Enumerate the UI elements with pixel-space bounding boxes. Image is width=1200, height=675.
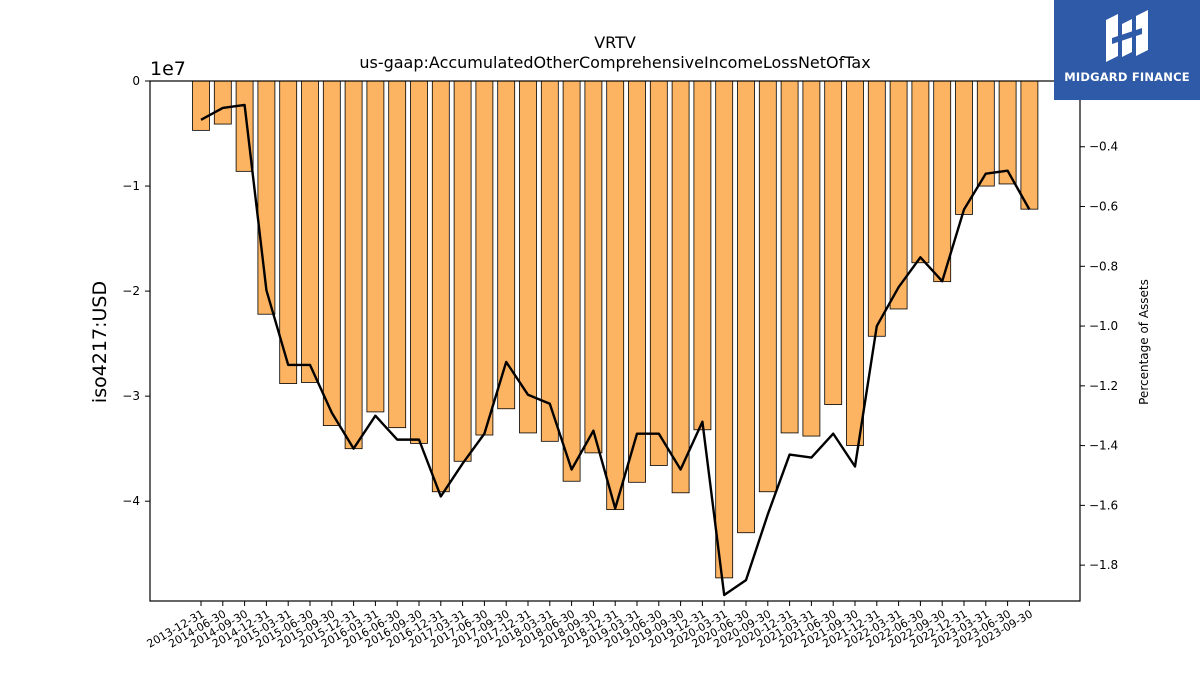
brand-logo: MIDGARD FINANCE (1054, 0, 1200, 100)
bar (867, 80, 886, 337)
y-tick-label: 0 (132, 74, 140, 88)
y2-tick-label: −1.2 (1089, 379, 1118, 393)
bar (846, 80, 864, 446)
bar (562, 80, 581, 482)
bar (955, 80, 973, 215)
y-axis-ticks: 0 −1 −2 −3 −4 (122, 74, 150, 508)
y-tick-label: −3 (122, 389, 140, 403)
bar (257, 80, 276, 315)
bar (475, 80, 494, 436)
bar (410, 80, 428, 444)
chart-title: VRTV (594, 33, 636, 52)
bar (192, 80, 210, 131)
bar (279, 80, 298, 384)
bar (737, 80, 755, 534)
y-tick-label: −1 (122, 179, 140, 193)
y2-tick-label: −1.6 (1089, 498, 1118, 512)
bar (780, 80, 799, 434)
bar (824, 80, 843, 405)
y-tick-label: −2 (122, 284, 140, 298)
bar (628, 80, 646, 483)
percentage-line (200, 103, 1031, 597)
y-axis-label: iso4217:USD (89, 281, 111, 403)
line-series (200, 103, 1031, 597)
bar (889, 80, 908, 310)
bar (497, 80, 516, 410)
bar (758, 80, 777, 493)
y2-tick-label: −0.4 (1089, 140, 1118, 154)
bar (519, 80, 537, 434)
bar (715, 80, 734, 579)
bar (693, 80, 712, 431)
bar (933, 80, 952, 283)
y-tick-label: −4 (122, 494, 140, 508)
brand-name: MIDGARD FINANCE (1064, 70, 1190, 84)
y2-tick-label: −0.6 (1089, 200, 1118, 214)
bar (453, 80, 472, 462)
bar (998, 80, 1017, 185)
bar (431, 80, 450, 493)
bar (213, 80, 232, 125)
bar (1020, 80, 1039, 210)
bar (649, 80, 668, 466)
bar (366, 80, 385, 413)
y2-tick-label: −1.8 (1089, 558, 1118, 572)
plot-frame (149, 80, 1081, 602)
bars (192, 80, 1039, 579)
x-axis-ticks: 2013-12-312014-06-302014-09-302014-12-31… (145, 601, 1035, 651)
y-scale-label: 1e7 (150, 58, 186, 80)
bar (584, 80, 603, 454)
bar (301, 80, 319, 383)
y2-tick-label: −0.8 (1089, 259, 1118, 273)
bar (344, 80, 363, 450)
bar (671, 80, 690, 494)
y2-axis-ticks: −0.4 −0.6 −0.8 −1.0 −1.2 −1.4 −1.6 −1.8 (1080, 140, 1118, 572)
bar (540, 80, 559, 442)
y2-tick-label: −1.0 (1089, 319, 1118, 333)
y2-axis-label: Percentage of Assets (1137, 279, 1151, 405)
bar (802, 80, 821, 437)
y2-tick-label: −1.4 (1089, 439, 1118, 453)
logo-mark-icon (1106, 10, 1148, 62)
bar (976, 80, 995, 187)
bar (388, 80, 407, 429)
bar (322, 80, 341, 426)
bar (606, 80, 625, 511)
bar (911, 80, 930, 264)
chart-subtitle: us-gaap:AccumulatedOtherComprehensiveInc… (359, 53, 870, 72)
